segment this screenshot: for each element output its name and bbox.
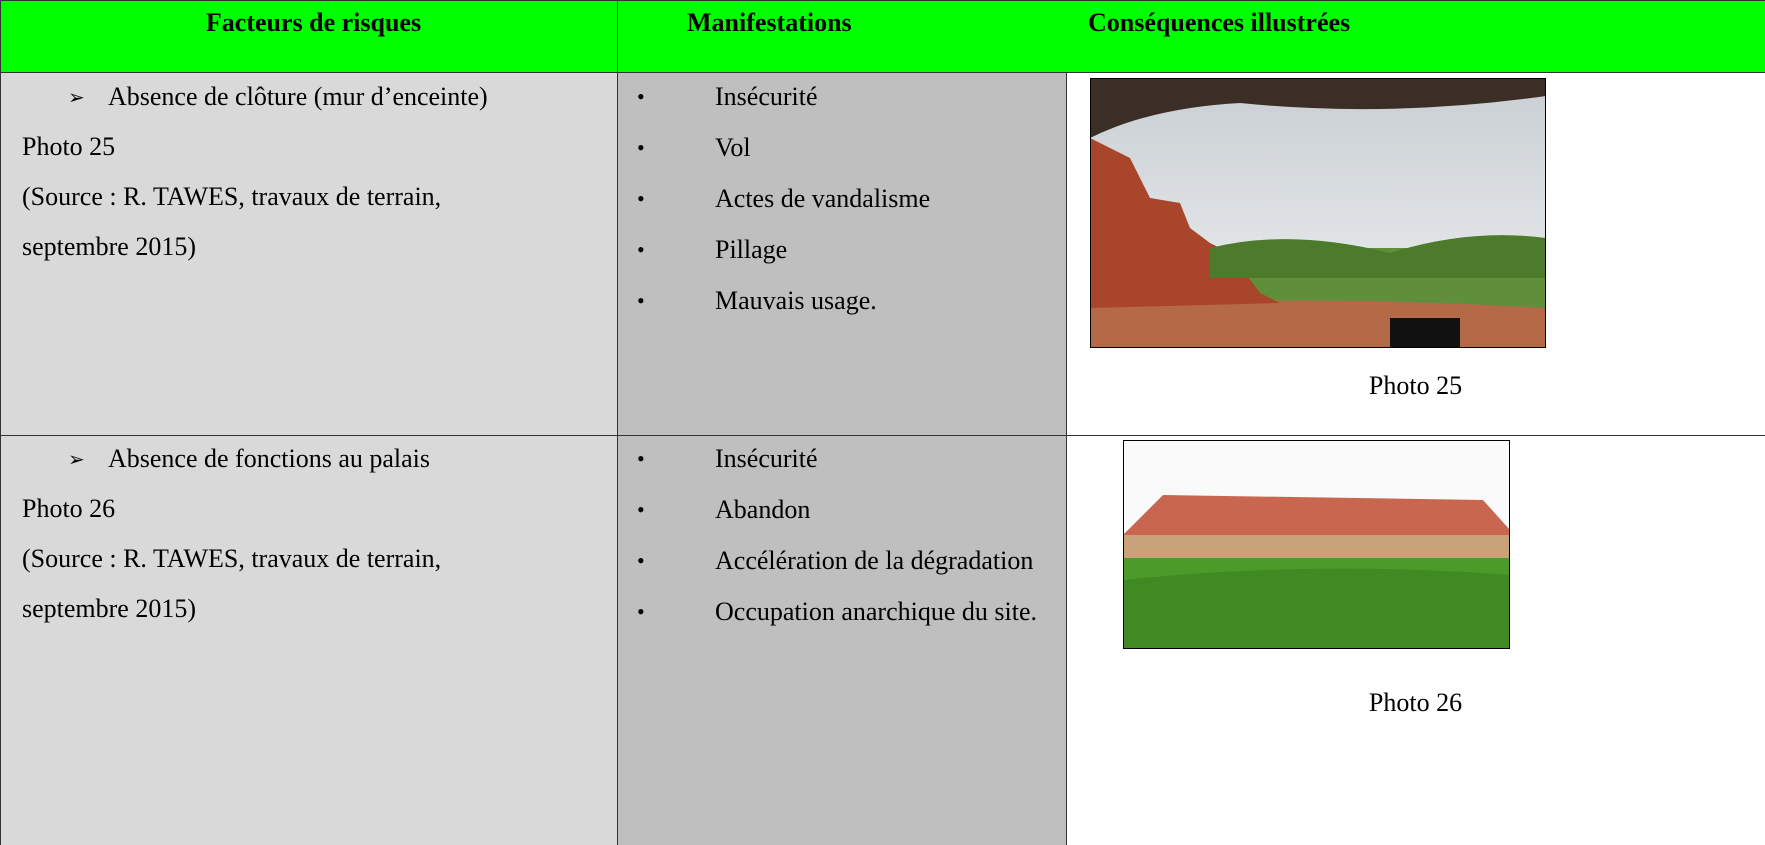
header-cell: Manifestations: [687, 8, 852, 37]
photo: [1090, 78, 1546, 348]
bullet: •: [637, 135, 645, 160]
bullet: •: [637, 186, 645, 211]
bullet: •: [637, 288, 645, 313]
bullet: •: [637, 548, 645, 573]
bullet: •: [637, 237, 645, 262]
manifestation: Insécurité: [715, 444, 818, 473]
cell: [0, 73, 617, 435]
source: (Source : R. TAWES, travaux de terrain,: [22, 544, 442, 573]
col-border: [617, 0, 618, 845]
photo-ref: Photo 26: [22, 494, 116, 523]
cell: [0, 436, 617, 845]
source: septembre 2015): [22, 594, 197, 623]
col-border: [1066, 72, 1067, 845]
manifestation: Mauvais usage.: [715, 286, 877, 315]
arrow-bullet: ➢: [68, 447, 85, 471]
source: septembre 2015): [22, 232, 197, 261]
manifestation: Abandon: [715, 495, 811, 524]
header-cell: Conséquences illustrées: [1088, 8, 1351, 37]
bullet: •: [637, 497, 645, 522]
manifestation: Vol: [715, 133, 751, 162]
header-row: [0, 0, 1765, 72]
arrow-bullet: ➢: [68, 85, 85, 109]
manifestation: Actes de vandalisme: [715, 184, 931, 213]
bullet: •: [637, 84, 645, 109]
table-border: [0, 0, 1, 845]
caption: Photo 26: [1368, 688, 1463, 717]
photo: [1123, 440, 1510, 649]
manifestation: Occupation anarchique du site.: [715, 597, 1037, 626]
risk-factor: Absence de fonctions au palais: [108, 444, 431, 473]
cell: [617, 436, 1066, 845]
header-cell: Facteurs de risques: [205, 8, 422, 37]
source: (Source : R. TAWES, travaux de terrain,: [22, 182, 442, 211]
manifestation: Pillage: [715, 235, 788, 264]
photo-ref: Photo 25: [22, 132, 116, 161]
row-border: [0, 72, 1765, 73]
table-border: [0, 0, 1765, 1]
manifestation: Accélération de la dégradation: [715, 546, 1034, 575]
cell: [617, 73, 1066, 435]
bullet: •: [637, 446, 645, 471]
bullet: •: [637, 599, 645, 624]
row-border: [0, 435, 1765, 436]
risk-factor: Absence de clôture (mur d’enceinte): [108, 82, 488, 111]
caption: Photo 25: [1368, 371, 1463, 400]
manifestation: Insécurité: [715, 82, 818, 111]
